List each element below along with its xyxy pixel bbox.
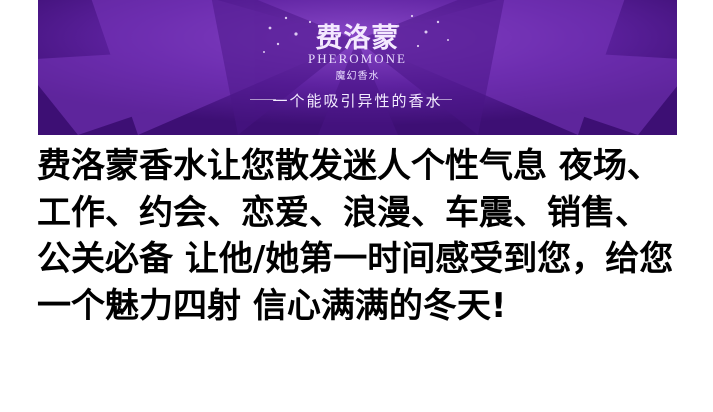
banner-petal-background bbox=[38, 0, 677, 135]
promo-headline: 费洛蒙香水让您散发迷人个性气息 夜场、工作、约会、恋爱、浪漫、车震、销售、公关必… bbox=[37, 146, 674, 326]
tagline-divider-left bbox=[250, 99, 276, 100]
banner-tagline: 一个能吸引异性的香水 bbox=[272, 92, 443, 110]
perfume-banner: 费洛蒙 PHEROMONE 魔幻香水 一个能吸引异性的香水 bbox=[38, 0, 677, 135]
brand-chinese-name: 费洛蒙 bbox=[315, 23, 400, 54]
brand-subtitle: 魔幻香水 bbox=[335, 71, 380, 82]
tagline-divider-right bbox=[430, 99, 452, 100]
brand-english-name: PHEROMONE bbox=[308, 51, 407, 66]
